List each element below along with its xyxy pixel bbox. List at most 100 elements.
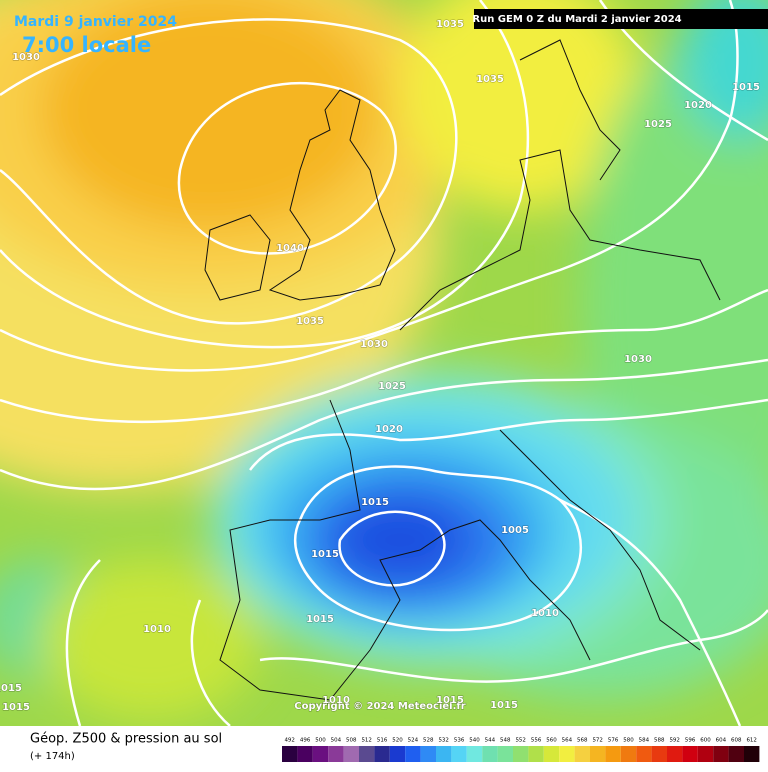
isobar-label: 1010 <box>143 624 171 635</box>
scale-label: 520 <box>392 738 403 744</box>
scale-swatch <box>297 746 313 762</box>
scale-swatch <box>543 746 560 762</box>
scale-label: 540 <box>469 738 480 744</box>
scale-swatch <box>513 746 529 762</box>
field-blobs <box>0 0 768 720</box>
time-label: 7:00 locale <box>22 33 151 57</box>
scale-label: 608 <box>731 738 742 744</box>
date-label: Mardi 9 janvier 2024 <box>14 14 177 30</box>
scale-label: 576 <box>608 738 619 744</box>
scale-swatch <box>466 746 483 762</box>
run-banner <box>474 9 768 29</box>
isobar-label: 1015 <box>306 614 334 625</box>
scale-label: 500 <box>315 738 326 744</box>
scale-swatch <box>574 746 590 762</box>
isobar-label: 1005 <box>501 525 529 536</box>
isobar-label: 1040 <box>276 243 304 254</box>
scale-swatch <box>359 746 375 762</box>
scale-label: 564 <box>562 738 573 744</box>
scale-swatch <box>636 746 652 762</box>
scale-label: 528 <box>423 738 434 744</box>
scale-label: 524 <box>408 738 419 744</box>
scale-label: 496 <box>300 738 311 744</box>
isobar-label: 1020 <box>684 100 712 111</box>
scale-label: 532 <box>438 738 449 744</box>
isobar-label: 1015 <box>361 497 389 508</box>
scale-label: 544 <box>485 738 496 744</box>
scale-swatch <box>728 746 744 762</box>
isobar-labels: 1030 1035 1035 1020 1015 1025 1040 1035 1030 1030… <box>0 19 760 714</box>
scale-label: 512 <box>361 738 372 744</box>
scale-label: 572 <box>592 738 603 744</box>
isobar-label: 1015 <box>732 82 760 93</box>
scale-swatch <box>651 746 667 762</box>
isobar-label: 1030 <box>12 52 40 63</box>
isobar-label: 1010 <box>322 695 350 706</box>
scale-swatch <box>620 746 637 762</box>
scale-label: 600 <box>700 738 711 744</box>
isobar-label: 1020 <box>375 424 403 435</box>
scale-swatch <box>697 746 714 762</box>
color-scale: 492 496 500 504 508 512 516 520 524 528 532 536 540 5… <box>282 738 760 762</box>
isobar-label: 1015 <box>2 702 30 713</box>
isobars <box>0 0 768 726</box>
isobar-label: 1030 <box>624 354 652 365</box>
scale-swatch <box>451 746 467 762</box>
scale-swatch <box>420 746 436 762</box>
scale-label: 604 <box>716 738 727 744</box>
scale-label: 552 <box>515 738 526 744</box>
field <box>0 0 768 726</box>
scale-label: 584 <box>639 738 650 744</box>
isobar-label: 1030 <box>360 339 388 350</box>
scale-swatch <box>482 746 498 762</box>
scale-swatch <box>682 746 698 762</box>
scale-swatch <box>497 746 513 762</box>
scale-swatch <box>328 746 344 762</box>
scale-label: 580 <box>623 738 634 744</box>
scale-swatch <box>282 746 298 762</box>
isobar-label: 1035 <box>296 316 324 327</box>
isobar-label: 1015 <box>311 549 339 560</box>
isobar-label: 1025 <box>644 119 672 130</box>
run-label: Run GEM 0 Z du Mardi 2 janvier 2024 <box>472 14 681 25</box>
scale-label: 592 <box>669 738 680 744</box>
scale-label: 568 <box>577 738 588 744</box>
scale-swatch <box>744 746 760 762</box>
legend-lead: (+ 174h) <box>30 751 75 762</box>
scale-label: 588 <box>654 738 665 744</box>
isobar-label: 1035 <box>436 19 464 30</box>
scale-swatch <box>312 746 329 762</box>
legend-title: Géop. Z500 & pression au sol <box>30 732 222 747</box>
scale-swatch <box>436 746 452 762</box>
scale-swatch <box>389 746 406 762</box>
scale-swatch <box>667 746 683 762</box>
scale-label: 556 <box>531 738 542 744</box>
scale-label: 516 <box>377 738 388 744</box>
scale-label: 536 <box>454 738 465 744</box>
scale-swatch <box>713 746 729 762</box>
coastlines <box>204 39 721 701</box>
scale-swatch <box>528 746 544 762</box>
scale-label: 508 <box>346 738 357 744</box>
isobar-label: 1015 <box>436 695 464 706</box>
scale-label: 596 <box>685 738 696 744</box>
scale-swatch <box>559 746 575 762</box>
scale-swatch <box>343 746 359 762</box>
scale-swatch <box>405 746 421 762</box>
isobar-label: 1025 <box>378 381 406 392</box>
scale-label: 504 <box>331 738 342 744</box>
copyright: Copyright © 2024 Meteociel.fr <box>294 701 465 712</box>
scale-swatch <box>590 746 606 762</box>
scale-swatch <box>605 746 621 762</box>
scale-swatch <box>374 746 390 762</box>
isobar-label: 1010 <box>531 608 559 619</box>
isobar-label: 1035 <box>476 74 504 85</box>
scale-label: 612 <box>746 738 757 744</box>
isobar-label: 1015 <box>0 683 22 694</box>
scale-label: 548 <box>500 738 511 744</box>
isobar-label: 1015 <box>490 700 518 711</box>
scale-label: 560 <box>546 738 557 744</box>
scale-label: 492 <box>284 738 295 744</box>
